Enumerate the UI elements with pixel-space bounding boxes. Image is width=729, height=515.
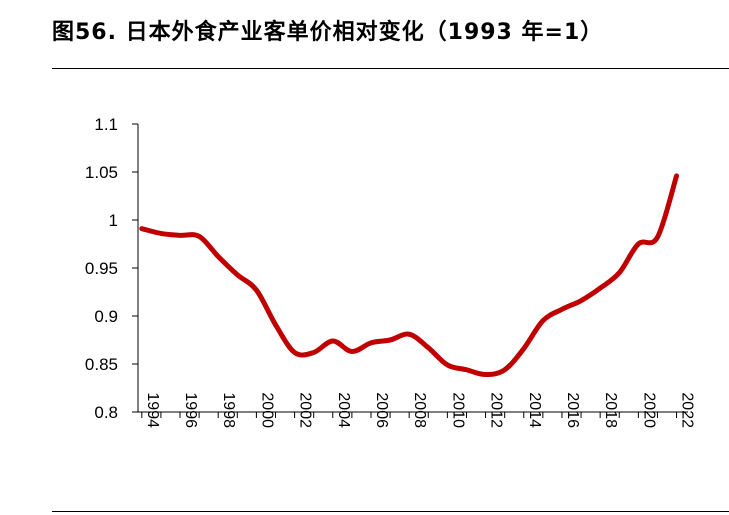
x-tick-label: 2012 — [488, 392, 505, 428]
x-axis: 1994 1996 1998 2000 2002 2004 2006 2008 2010 2012… — [138, 392, 696, 428]
y-tick-label: 1.1 — [94, 115, 118, 134]
x-tick-label: 2014 — [526, 392, 543, 428]
x-tick-label: 2006 — [373, 392, 390, 428]
x-tick-label: 2004 — [335, 392, 352, 428]
x-tick-label: 1998 — [220, 392, 237, 428]
title-divider — [52, 68, 729, 69]
series-line — [139, 173, 680, 378]
y-tick-label: 0.85 — [85, 355, 118, 374]
x-tick-label: 2022 — [679, 392, 696, 428]
y-tick-label: 0.8 — [94, 403, 118, 422]
x-tick-label: 2008 — [411, 392, 428, 428]
figure-title: 图56. 日本外食产业客单价相对变化（1993 年=1） — [52, 20, 604, 45]
x-tick-label: 2016 — [564, 392, 581, 428]
x-tick-label: 2018 — [602, 392, 619, 428]
x-tick-label: 2020 — [640, 392, 657, 428]
y-tick-label: 1.05 — [85, 163, 118, 182]
x-tick-label: 2010 — [449, 392, 466, 428]
y-tick-label: 0.9 — [94, 307, 118, 326]
x-tick-label: 2002 — [297, 392, 314, 428]
x-tick-label: 1996 — [182, 392, 199, 428]
y-axis: 0.8 0.85 0.9 0.95 1 1.05 1.1 — [85, 115, 139, 422]
x-tick-label: 1994 — [144, 392, 161, 428]
x-tick-label: 2000 — [258, 392, 275, 428]
bottom-divider — [52, 511, 729, 512]
y-tick-label: 1 — [109, 211, 118, 230]
plot-area — [139, 173, 680, 378]
y-tick-label: 0.95 — [85, 259, 118, 278]
